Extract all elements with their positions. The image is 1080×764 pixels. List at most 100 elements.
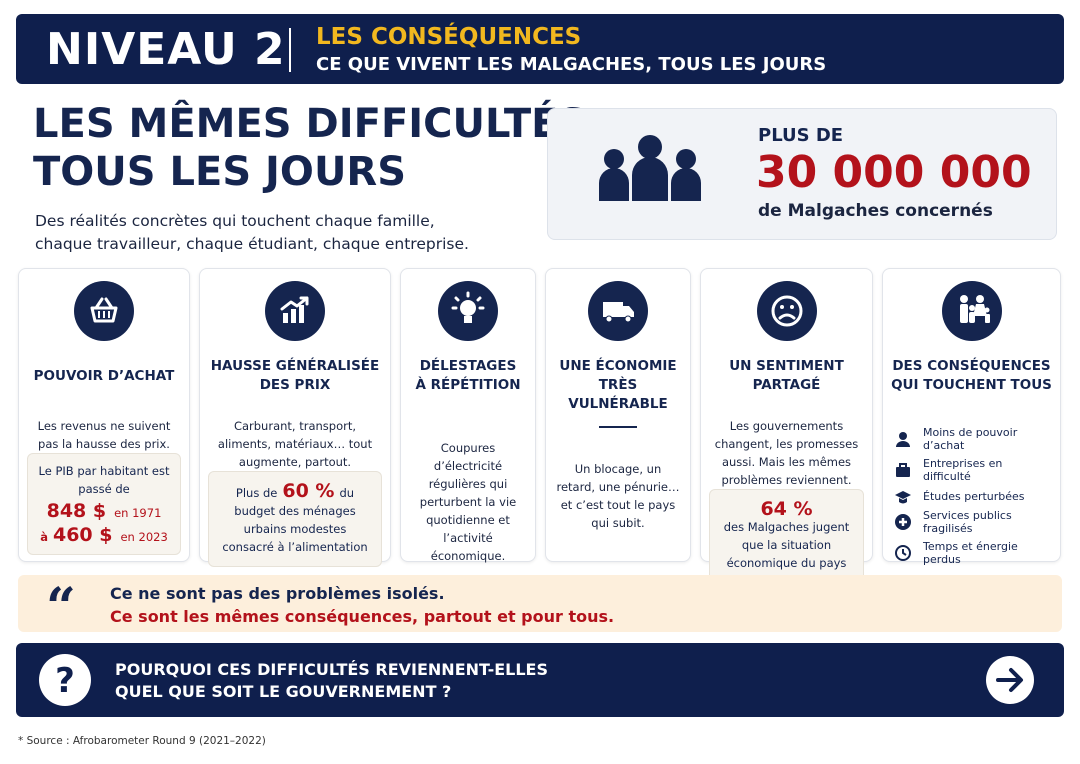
card-title-line: UN SENTIMENT bbox=[729, 358, 844, 374]
box-value: 64 % bbox=[760, 498, 813, 520]
icon bbox=[265, 281, 325, 341]
item-text: Études perturbées bbox=[923, 489, 1025, 503]
hero-title: LES MÊMES DIFFICULTÉS, TOUS LES JOURS bbox=[33, 100, 602, 196]
card-title: DES CONSÉQUENCES QUI TOUCHENT TOUS bbox=[891, 357, 1052, 395]
card: UN SENTIMENT PARTAGÉ Les gouvernements cha… bbox=[700, 268, 873, 601]
hero-line: TOUS LES JOURS bbox=[33, 149, 407, 195]
card-title-line: DES CONSÉQUENCES bbox=[892, 358, 1051, 374]
quote-line: Ce sont les mêmes conséquences, partout … bbox=[110, 607, 615, 626]
footnote: * Source : Afrobarometer Round 9 (2021–2… bbox=[18, 735, 266, 747]
card-title: HAUSSE GÉNÉRALISÉE DES PRIX bbox=[211, 357, 380, 395]
card-title-line: À RÉPÉTITION bbox=[415, 377, 521, 393]
card-title: UN SENTIMENT PARTAGÉ bbox=[729, 357, 844, 395]
card-title: DÉLESTAGES À RÉPÉTITION bbox=[415, 357, 520, 395]
box-value: 460 $ bbox=[52, 524, 113, 546]
question-icon: ? bbox=[39, 654, 91, 706]
icon bbox=[74, 281, 134, 341]
header-subtitle: CE QUE VIVENT LES MALGACHES, TOUS LES JO… bbox=[316, 54, 827, 75]
item-text: Entreprises en difficulté bbox=[923, 457, 1003, 483]
quote-box: “ Ce ne sont pas des problèmes isolés. C… bbox=[18, 575, 1062, 638]
card-icon bbox=[265, 281, 325, 345]
box-content: Plus de 60 % du budget des ménages urbains… bbox=[217, 482, 373, 556]
box-row: 848 $ en 1971 bbox=[36, 502, 172, 522]
box-text: Le PIB par habitant est passé de bbox=[38, 464, 170, 496]
card-text: Les gouvernements changent, les promesse… bbox=[714, 419, 859, 487]
box-prefix: Plus de bbox=[235, 486, 278, 500]
card-title-line: HAUSSE GÉNÉRALISÉE bbox=[210, 358, 380, 374]
question-line: QUEL QUE SOIT LE GOUVERNEMENT ? bbox=[115, 682, 452, 701]
item-list: Moins de pouvoir d’achat Entreprises en d… bbox=[891, 421, 1052, 571]
card-text: Carburant, transport, aliments, matériau… bbox=[217, 419, 373, 469]
list-item: Services publics fragilisés bbox=[895, 509, 1052, 535]
card-title-line: PARTAGÉ bbox=[752, 377, 821, 393]
question-line: POURQUOI CES DIFFICULTÉS REVIENNENT-ELLE… bbox=[115, 660, 548, 679]
stat-box: Le PIB par habitant est passé de 848 $ en … bbox=[27, 453, 181, 555]
list-item: Temps et énergie perdus bbox=[895, 540, 1052, 566]
stat-box: PLUS DE 30 000 000 de Malgaches concerné… bbox=[547, 108, 1057, 240]
question-bar: ? POURQUOI CES DIFFICULTÉS REVIENNENT-EL… bbox=[16, 643, 1064, 717]
divider bbox=[289, 28, 291, 72]
rule bbox=[599, 426, 637, 428]
box-value: 60 % bbox=[282, 480, 335, 502]
card-title: POUVOIR D’ACHAT bbox=[34, 357, 175, 395]
card-icon bbox=[941, 281, 1002, 345]
card: DES CONSÉQUENCES QUI TOUCHENT TOUS Moins d… bbox=[882, 268, 1061, 566]
stat-number: 30 000 000 bbox=[756, 147, 1032, 198]
item-icon bbox=[895, 491, 911, 504]
icon bbox=[941, 281, 1002, 341]
question-text: POURQUOI CES DIFFICULTÉS REVIENNENT-ELLE… bbox=[115, 659, 548, 703]
icon bbox=[438, 281, 498, 341]
item-icon bbox=[896, 432, 910, 447]
hero-line: LES MÊMES DIFFICULTÉS, bbox=[33, 101, 603, 147]
hero-text-line: Des réalités concrètes qui touchent chaq… bbox=[35, 212, 435, 230]
card: UNE ÉCONOMIE TRÈS VULNÉRABLE Un blocage, u… bbox=[545, 268, 691, 562]
card-text: Les revenus ne suivent pas la hausse des… bbox=[37, 419, 171, 451]
item-text: Temps et énergie perdus bbox=[923, 540, 1018, 566]
card: HAUSSE GÉNÉRALISÉE DES PRIX Carburant, tra… bbox=[199, 268, 391, 567]
header-title: LES CONSÉQUENCES bbox=[316, 24, 582, 50]
icon bbox=[756, 281, 817, 341]
card-title: UNE ÉCONOMIE TRÈS VULNÉRABLE bbox=[554, 357, 682, 414]
card: DÉLESTAGES À RÉPÉTITION Coupures d’électri… bbox=[400, 268, 536, 563]
list-item: Moins de pouvoir d’achat bbox=[895, 426, 1052, 452]
icon bbox=[588, 281, 648, 341]
item-text: Services publics fragilisés bbox=[923, 509, 1012, 535]
card-text: Un blocage, un retard, une pénurie… et c… bbox=[556, 461, 680, 530]
item-icon bbox=[895, 514, 911, 530]
box-prefix: à bbox=[40, 530, 48, 544]
card-title-line: POUVOIR D’ACHAT bbox=[33, 367, 175, 384]
item-icon bbox=[895, 545, 911, 561]
hero-text: Des réalités concrètes qui touchent chaq… bbox=[35, 210, 469, 256]
quote-mark: “ bbox=[46, 577, 76, 638]
card-title-line: TRÈS VULNÉRABLE bbox=[568, 377, 668, 412]
card-title-line: DÉLESTAGES bbox=[419, 358, 517, 374]
header-bar: NIVEAU 2 LES CONSÉQUENCES CE QUE VIVENT … bbox=[16, 14, 1064, 84]
card-icon bbox=[438, 281, 498, 345]
stat-prefix: PLUS DE bbox=[758, 125, 844, 146]
box-suffix: du budget des ménages urbains modestes c… bbox=[222, 486, 368, 554]
card-icon bbox=[756, 281, 817, 345]
box-row: à 460 $ en 2023 bbox=[36, 526, 172, 546]
box-value: 848 $ bbox=[46, 500, 107, 522]
list-item: Entreprises en difficulté bbox=[895, 457, 1052, 483]
card: POUVOIR D’ACHAT Les revenus ne suivent pa… bbox=[18, 268, 190, 562]
stat-box: Plus de 60 % du budget des ménages urbains… bbox=[208, 471, 382, 567]
card-icon bbox=[588, 281, 648, 345]
list-item: Études perturbées bbox=[895, 488, 1052, 504]
box-suffix: en 2023 bbox=[120, 530, 168, 544]
card-icon bbox=[74, 281, 134, 345]
quote-line: Ce ne sont pas des problèmes isolés. bbox=[110, 584, 445, 603]
card-text: Coupures d’électricité régulières qui pe… bbox=[419, 441, 517, 563]
level: NIVEAU 2 bbox=[46, 24, 286, 75]
stat-label: de Malgaches concernés bbox=[758, 201, 993, 221]
svg-text:?: ? bbox=[55, 661, 75, 701]
item-icon bbox=[896, 463, 910, 477]
box-suffix: en 1971 bbox=[114, 506, 162, 520]
card-title-line: QUI TOUCHENT TOUS bbox=[891, 377, 1052, 393]
people-icon bbox=[599, 135, 701, 201]
item-text: Moins de pouvoir d’achat bbox=[923, 426, 1018, 452]
arrow-button[interactable] bbox=[986, 656, 1034, 704]
card-title-line: UNE ÉCONOMIE bbox=[559, 358, 677, 374]
card-title-line: DES PRIX bbox=[259, 377, 331, 393]
